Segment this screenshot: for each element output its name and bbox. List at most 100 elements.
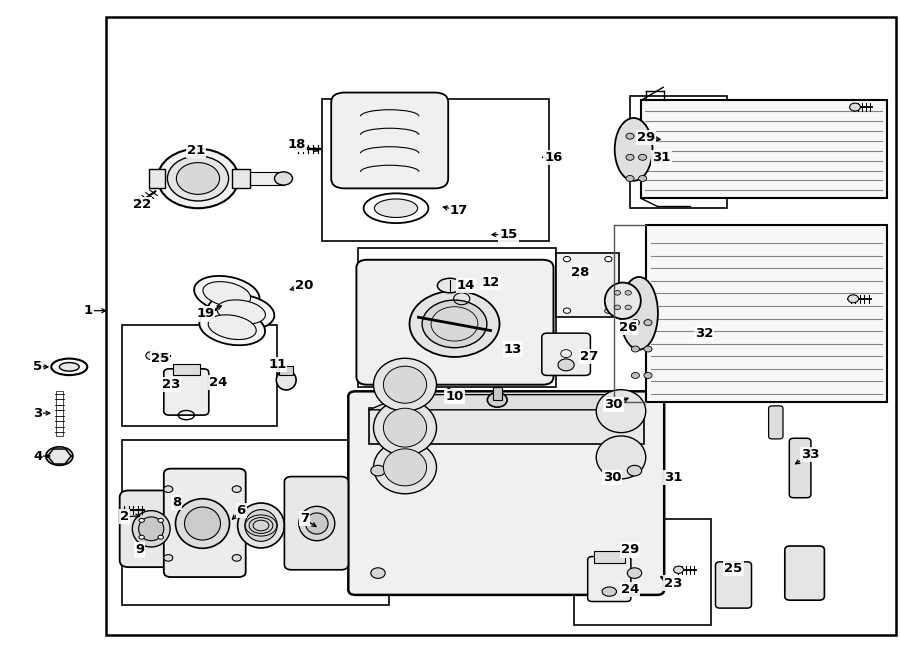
Bar xyxy=(493,387,502,400)
Ellipse shape xyxy=(639,175,646,181)
Bar xyxy=(630,96,727,208)
Text: 12: 12 xyxy=(482,276,500,290)
Text: 16: 16 xyxy=(544,151,562,164)
Ellipse shape xyxy=(620,277,658,350)
FancyBboxPatch shape xyxy=(356,260,554,385)
Ellipse shape xyxy=(238,503,284,548)
Ellipse shape xyxy=(615,118,652,180)
Text: 9: 9 xyxy=(135,543,144,557)
Text: 25: 25 xyxy=(724,562,742,575)
Ellipse shape xyxy=(139,535,144,539)
Text: 5: 5 xyxy=(33,360,42,373)
Ellipse shape xyxy=(139,518,144,522)
Ellipse shape xyxy=(194,276,259,313)
Ellipse shape xyxy=(558,359,574,371)
Ellipse shape xyxy=(850,103,860,111)
Bar xyxy=(56,391,63,436)
Ellipse shape xyxy=(374,441,436,494)
Text: 17: 17 xyxy=(450,204,468,217)
Text: 27: 27 xyxy=(580,350,598,364)
FancyBboxPatch shape xyxy=(164,369,209,415)
Ellipse shape xyxy=(199,309,266,345)
Ellipse shape xyxy=(626,291,632,295)
Ellipse shape xyxy=(383,449,427,486)
Ellipse shape xyxy=(371,465,385,476)
Ellipse shape xyxy=(364,193,428,223)
FancyBboxPatch shape xyxy=(331,93,448,188)
Ellipse shape xyxy=(176,498,230,549)
Text: 18: 18 xyxy=(288,137,306,151)
Ellipse shape xyxy=(632,319,639,325)
FancyBboxPatch shape xyxy=(716,562,751,608)
Ellipse shape xyxy=(596,436,646,479)
Ellipse shape xyxy=(639,133,646,139)
FancyBboxPatch shape xyxy=(284,477,348,570)
Ellipse shape xyxy=(605,308,612,313)
Ellipse shape xyxy=(383,408,427,447)
Text: 24: 24 xyxy=(621,583,639,596)
Ellipse shape xyxy=(232,555,241,561)
Ellipse shape xyxy=(51,358,87,375)
Ellipse shape xyxy=(164,555,173,561)
Ellipse shape xyxy=(602,587,616,596)
Ellipse shape xyxy=(626,305,632,309)
Ellipse shape xyxy=(208,315,256,340)
Ellipse shape xyxy=(274,172,292,185)
Ellipse shape xyxy=(639,154,646,160)
Ellipse shape xyxy=(410,291,500,357)
Text: 13: 13 xyxy=(504,342,522,356)
Ellipse shape xyxy=(217,300,266,324)
Ellipse shape xyxy=(146,352,157,360)
Ellipse shape xyxy=(605,282,641,319)
FancyBboxPatch shape xyxy=(588,557,631,602)
Ellipse shape xyxy=(615,291,621,295)
Text: 19: 19 xyxy=(196,307,214,321)
Text: 21: 21 xyxy=(187,144,205,157)
Text: 30: 30 xyxy=(605,398,623,411)
Ellipse shape xyxy=(848,295,859,303)
Text: 32: 32 xyxy=(695,327,713,340)
Ellipse shape xyxy=(374,199,418,217)
Ellipse shape xyxy=(626,154,634,160)
Bar xyxy=(173,364,200,375)
Text: 29: 29 xyxy=(637,131,655,144)
Ellipse shape xyxy=(383,366,427,403)
Text: 8: 8 xyxy=(172,496,181,509)
Ellipse shape xyxy=(176,163,220,194)
Text: 23: 23 xyxy=(664,576,682,590)
Ellipse shape xyxy=(208,294,274,330)
Bar xyxy=(279,366,293,375)
Ellipse shape xyxy=(59,362,79,371)
Ellipse shape xyxy=(245,510,277,541)
Text: 29: 29 xyxy=(621,543,639,557)
Ellipse shape xyxy=(644,346,652,352)
Ellipse shape xyxy=(305,513,328,534)
Ellipse shape xyxy=(632,373,639,378)
Ellipse shape xyxy=(139,517,164,541)
Ellipse shape xyxy=(596,389,646,433)
Text: 3: 3 xyxy=(33,407,42,420)
Ellipse shape xyxy=(374,400,436,455)
Ellipse shape xyxy=(184,507,220,540)
Ellipse shape xyxy=(627,465,642,476)
Text: 22: 22 xyxy=(133,198,151,212)
Bar xyxy=(122,325,277,426)
FancyBboxPatch shape xyxy=(789,438,811,498)
Ellipse shape xyxy=(422,300,487,348)
Ellipse shape xyxy=(626,175,634,181)
Bar xyxy=(358,248,556,387)
Ellipse shape xyxy=(488,393,508,407)
Bar xyxy=(322,99,549,241)
Ellipse shape xyxy=(132,510,170,547)
Text: 23: 23 xyxy=(162,378,180,391)
Bar xyxy=(122,440,389,605)
Ellipse shape xyxy=(626,133,634,139)
Ellipse shape xyxy=(605,256,612,262)
Ellipse shape xyxy=(374,358,436,411)
Text: 4: 4 xyxy=(33,449,42,463)
Bar xyxy=(232,169,250,188)
Ellipse shape xyxy=(615,305,621,309)
Text: 11: 11 xyxy=(268,358,286,371)
Text: 15: 15 xyxy=(500,228,518,241)
FancyBboxPatch shape xyxy=(785,546,824,600)
